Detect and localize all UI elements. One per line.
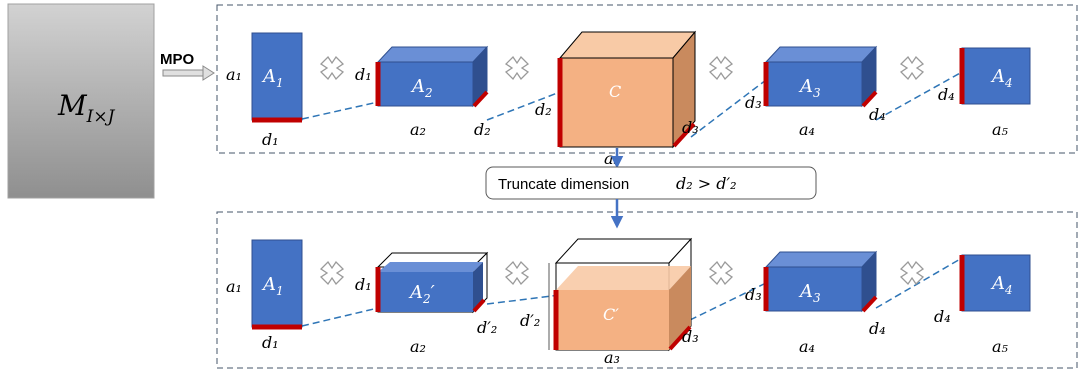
bond-label: d₃ bbox=[745, 285, 762, 304]
bond-label: d₄ bbox=[938, 85, 955, 104]
tensor-label: A4 bbox=[990, 273, 1013, 297]
dim-label: a₂ bbox=[410, 120, 426, 139]
bond-label: d₄ bbox=[869, 319, 886, 338]
dim-label: a₃ bbox=[604, 348, 620, 367]
tensor-label: A3 bbox=[798, 281, 821, 305]
bond-link bbox=[301, 101, 379, 120]
times-operator-icon bbox=[900, 56, 924, 80]
bond-label: d₂ bbox=[535, 100, 552, 119]
dim-label: a₅ bbox=[992, 120, 1009, 139]
top-row: A1 A2 C A3 bbox=[226, 30, 1031, 168]
dim-label: a₁ bbox=[226, 65, 242, 84]
tensor-label: A2 bbox=[410, 76, 433, 100]
bond-label: d₃ bbox=[682, 118, 699, 137]
tensor-label: C bbox=[609, 82, 621, 101]
operation-label: MPO bbox=[160, 51, 195, 68]
tensor-a3: A3 bbox=[763, 45, 878, 108]
tensor-a2: A2 bbox=[375, 45, 489, 108]
dim-label: a₄ bbox=[799, 120, 815, 139]
dim-label: a₄ bbox=[799, 337, 815, 356]
tensor-label: A3 bbox=[798, 76, 821, 100]
tensor-label: A1 bbox=[261, 66, 284, 90]
bond-label: d₁ bbox=[355, 275, 372, 294]
times-operator-icon bbox=[505, 56, 529, 80]
bond-label: d₂ bbox=[474, 120, 491, 139]
bond-label: d₁ bbox=[355, 65, 372, 84]
dim-label: a₂ bbox=[410, 337, 426, 356]
bond-label: d₁ bbox=[262, 333, 279, 352]
top-row-frame bbox=[216, 4, 1078, 154]
arrow-right-icon bbox=[162, 65, 215, 81]
tensor-label: A2′ bbox=[408, 282, 435, 306]
times-operator-icon bbox=[505, 261, 529, 285]
bond-label: d₃ bbox=[745, 93, 762, 112]
truncation-text: Truncate dimension bbox=[498, 176, 629, 193]
tensor-a3: A3 bbox=[763, 250, 878, 313]
source-matrix-block bbox=[7, 3, 155, 199]
times-operator-icon bbox=[709, 261, 733, 285]
bond-link bbox=[486, 294, 561, 305]
bond-label: d₃ bbox=[682, 327, 699, 346]
source-matrix-label: MI×J bbox=[57, 89, 116, 127]
tensor-core-truncated: C′ bbox=[548, 237, 693, 352]
bond-link bbox=[486, 91, 561, 121]
bond-link bbox=[689, 282, 767, 321]
tensor-label: A4 bbox=[990, 66, 1013, 90]
bottom-row-frame bbox=[216, 211, 1078, 369]
tensor-a2-truncated: A2′ bbox=[375, 251, 489, 314]
bottom-row: A1 A2′ C′ bbox=[226, 237, 1031, 367]
bond-link bbox=[301, 307, 379, 327]
truncation-formula: d₂ > d′₂ bbox=[676, 174, 737, 193]
dim-label: a₁ bbox=[226, 277, 242, 296]
bond-label: d₄ bbox=[934, 307, 951, 326]
truncation-box bbox=[485, 166, 817, 200]
times-operator-icon bbox=[320, 261, 344, 285]
bond-label: d′₂ bbox=[520, 311, 540, 330]
bond-link bbox=[875, 71, 963, 121]
dim-label: a₅ bbox=[992, 337, 1009, 356]
tensor-a1: A1 bbox=[251, 32, 303, 123]
times-operator-icon bbox=[900, 261, 924, 285]
bond-link bbox=[690, 79, 767, 138]
tensor-a4: A4 bbox=[959, 254, 1031, 312]
bond-label: d₁ bbox=[262, 130, 279, 149]
tensor-a1: A1 bbox=[251, 239, 303, 330]
tensor-label: A1 bbox=[261, 274, 284, 298]
bond-label: d₄ bbox=[869, 105, 886, 124]
times-operator-icon bbox=[709, 56, 733, 80]
tensor-a4: A4 bbox=[959, 47, 1031, 105]
bond-link bbox=[875, 257, 963, 309]
tensor-core: C bbox=[557, 30, 697, 149]
times-operator-icon bbox=[320, 56, 344, 80]
bond-label: d′₂ bbox=[477, 318, 497, 337]
tensor-label: C′ bbox=[603, 305, 619, 324]
